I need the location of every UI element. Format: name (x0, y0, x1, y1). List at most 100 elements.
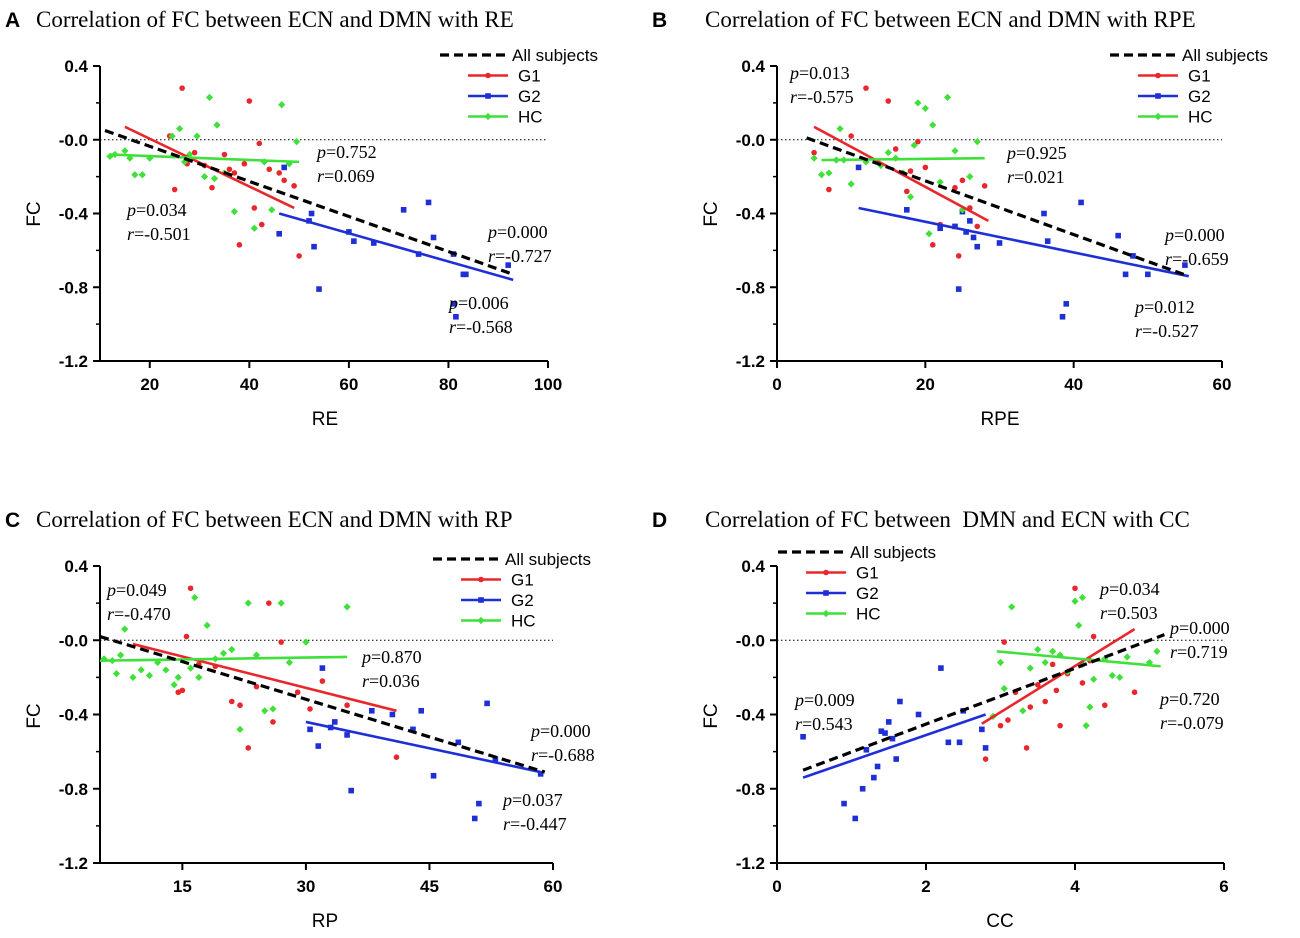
point-hc (1008, 603, 1016, 611)
stat-annotation: p=0.034 r=0.503 (1098, 579, 1160, 623)
y-tick-label: -0.0 (736, 631, 765, 650)
point-g1 (1034, 682, 1041, 688)
legend-marker-hc (1154, 112, 1162, 121)
point-g1 (1042, 698, 1048, 705)
point-g2 (938, 665, 944, 671)
point-g2 (1044, 238, 1051, 244)
p-value-text: p=0.009 (793, 690, 855, 710)
point-g1 (826, 186, 832, 193)
point-g2 (430, 772, 437, 779)
y-tick-label: 0.4 (64, 57, 88, 76)
point-hc (1090, 675, 1098, 683)
legend-label: G2 (856, 584, 879, 603)
point-hc (1026, 664, 1034, 672)
stat-annotation: p=0.006 r=-0.568 (447, 293, 513, 337)
point-hc (129, 673, 137, 681)
fit-line-hc (821, 156, 985, 162)
series-g1-points (811, 85, 988, 259)
point-hc (268, 206, 276, 214)
series-g2-points (800, 665, 989, 822)
point-hc (293, 137, 301, 146)
point-g1 (228, 698, 235, 705)
point-g1 (236, 242, 243, 248)
point-g2 (370, 240, 377, 246)
point-hc (910, 141, 918, 149)
point-g2 (315, 743, 322, 749)
point-hc (145, 671, 154, 680)
point-g1 (982, 756, 989, 762)
p-value-text: p=0.013 (788, 63, 850, 83)
point-hc (162, 666, 170, 674)
point-g1 (256, 140, 263, 147)
point-hc (250, 224, 258, 232)
x-tick-label: 30 (296, 877, 315, 896)
point-g1 (266, 600, 272, 606)
legend-marker-hc (822, 609, 830, 618)
point-g2 (311, 243, 317, 250)
point-g2 (800, 733, 806, 740)
point-g1 (183, 633, 190, 640)
y-axis-label: FC (701, 201, 722, 226)
stat-annotation: p=0.000 r=-0.659 (1163, 225, 1229, 269)
y-tick-label: -0.8 (736, 780, 765, 799)
x-tick-label: 60 (1213, 375, 1232, 394)
point-g2 (281, 164, 287, 171)
legend-label: G1 (856, 564, 879, 583)
point-g2 (979, 726, 985, 733)
point-g1 (270, 719, 276, 725)
point-g1 (981, 183, 988, 189)
point-g1 (1102, 702, 1108, 709)
point-hc (154, 658, 162, 667)
point-g1 (1023, 745, 1030, 751)
stat-annotation: p=0.000 r=-0.688 (529, 721, 595, 765)
point-g1 (929, 242, 936, 248)
stat-annotation: p=0.870 r=0.036 (360, 647, 422, 691)
point-hc (131, 171, 139, 179)
point-g1 (903, 188, 910, 195)
point-g2 (492, 756, 499, 762)
legend-marker-g2 (1155, 93, 1161, 99)
point-hc (817, 171, 826, 179)
r-value-text: r=0.069 (317, 166, 375, 186)
legend-label: G2 (518, 87, 541, 106)
point-g2 (996, 240, 1003, 246)
x-tick-label: 0 (772, 375, 781, 394)
point-hc (914, 99, 922, 107)
x-tick-label: 20 (916, 375, 935, 394)
stat-annotation: p=0.925 r=0.021 (1005, 143, 1067, 187)
stat-annotation: p=0.049 r=-0.470 (105, 580, 171, 624)
point-g1 (959, 177, 966, 184)
point-hc (302, 638, 310, 646)
point-g1 (278, 639, 285, 645)
point-hc (176, 125, 184, 133)
point-g2 (956, 739, 963, 746)
point-g2 (389, 711, 396, 718)
legend-label: G2 (1188, 87, 1211, 106)
point-g2 (863, 746, 870, 753)
point-hc (252, 651, 261, 659)
point-g2 (1041, 210, 1047, 217)
r-value-text: r=-0.501 (127, 224, 191, 244)
point-g2 (476, 800, 482, 807)
point-g1 (907, 168, 914, 174)
fit-line-all-subjects (802, 633, 1165, 772)
x-tick-label: 60 (339, 375, 358, 394)
point-g1 (1001, 639, 1008, 645)
point-g1 (892, 146, 899, 152)
stat-annotation: p=0.012 r=-0.527 (1133, 297, 1199, 341)
point-g1 (291, 183, 297, 189)
point-g1 (952, 184, 958, 191)
point-g1 (276, 170, 283, 176)
r-value-text: r=-0.575 (790, 87, 854, 107)
point-g2 (471, 815, 478, 822)
y-axis-label: FC (24, 703, 45, 728)
point-g2 (982, 745, 989, 751)
p-value-text: p=0.012 (1133, 297, 1195, 317)
point-g1 (226, 166, 233, 173)
point-hc (936, 178, 944, 186)
point-g2 (937, 225, 943, 232)
legend-label: All subjects (1182, 46, 1268, 65)
y-tick-label: -1.2 (736, 854, 765, 873)
